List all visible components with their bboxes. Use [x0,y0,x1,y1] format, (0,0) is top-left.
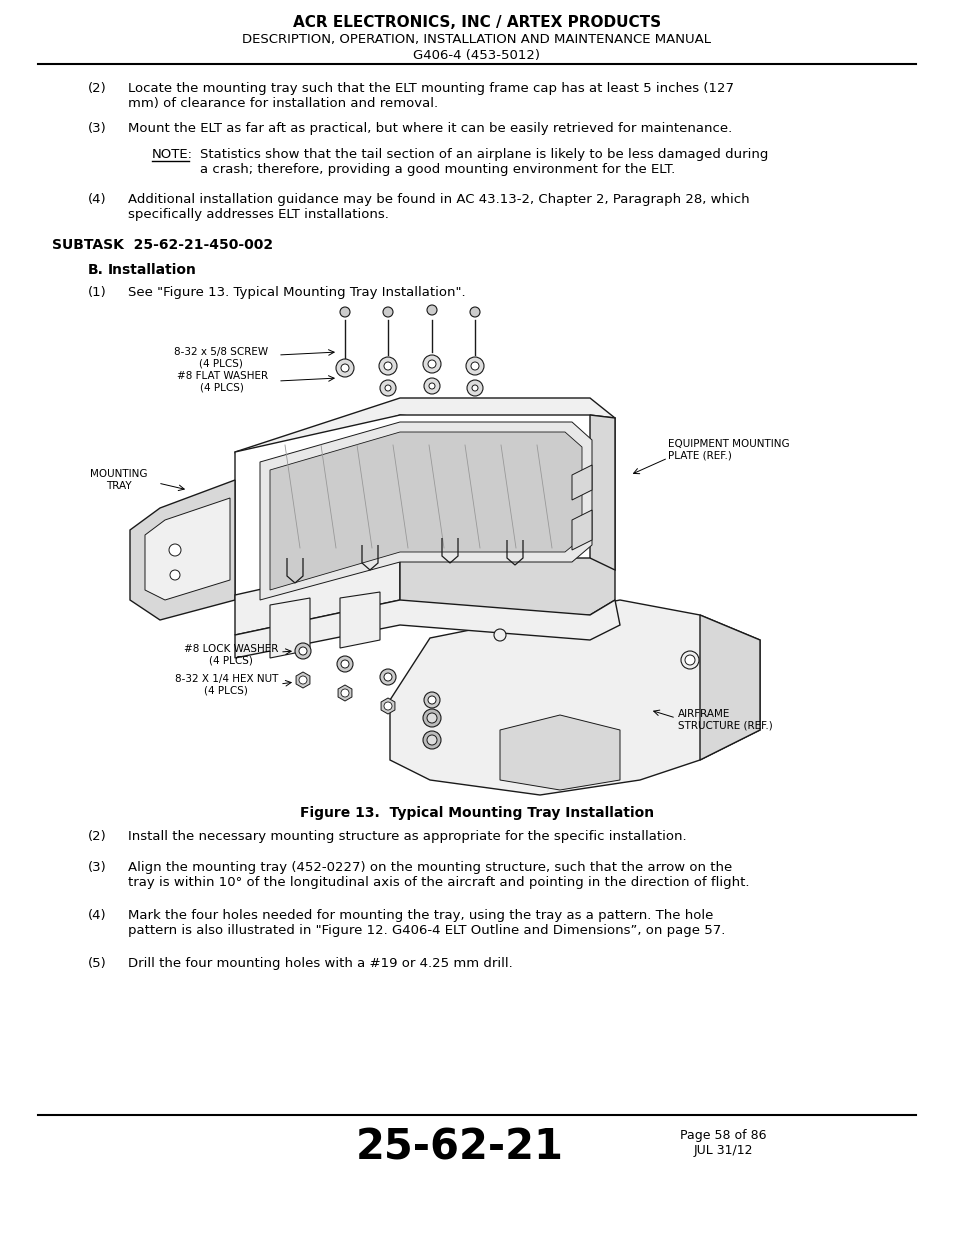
Text: #8 LOCK WASHER
(4 PLCS): #8 LOCK WASHER (4 PLCS) [183,645,277,666]
Circle shape [339,308,350,317]
Text: SUBTASK  25-62-21-450-002: SUBTASK 25-62-21-450-002 [52,238,273,252]
Polygon shape [295,672,310,688]
Circle shape [384,673,392,680]
Polygon shape [572,510,592,550]
Circle shape [684,655,695,664]
Text: (3): (3) [88,122,107,135]
Text: Mount the ELT as far aft as practical, but where it can be easily retrieved for : Mount the ELT as far aft as practical, b… [128,122,732,135]
Text: (4): (4) [88,193,107,206]
Text: Additional installation guidance may be found in AC 43.13-2, Chapter 2, Paragrap: Additional installation guidance may be … [128,193,749,221]
Polygon shape [572,466,592,500]
Polygon shape [270,432,581,590]
Circle shape [379,669,395,685]
Text: Drill the four mounting holes with a #19 or 4.25 mm drill.: Drill the four mounting holes with a #19… [128,957,512,969]
Text: (2): (2) [88,830,107,844]
Circle shape [336,656,353,672]
Circle shape [422,731,440,748]
Circle shape [340,364,349,372]
Text: 25-62-21: 25-62-21 [355,1128,563,1170]
Circle shape [170,571,180,580]
Polygon shape [234,415,615,600]
Circle shape [427,713,436,722]
Circle shape [471,362,478,370]
Text: Statistics show that the tail section of an airplane is likely to be less damage: Statistics show that the tail section of… [200,148,767,177]
Circle shape [472,385,477,391]
Circle shape [384,362,392,370]
Polygon shape [499,715,619,790]
Text: Install the necessary mounting structure as appropriate for the specific install: Install the necessary mounting structure… [128,830,686,844]
Polygon shape [589,415,615,600]
Circle shape [298,676,307,684]
Text: 8-32 x 5/8 SCREW
(4 PLCS): 8-32 x 5/8 SCREW (4 PLCS) [173,347,268,369]
Circle shape [427,305,436,315]
Circle shape [428,359,436,368]
Polygon shape [130,480,234,620]
Polygon shape [700,615,760,760]
Circle shape [422,354,440,373]
Circle shape [680,651,699,669]
Text: (4): (4) [88,909,107,923]
Circle shape [428,697,436,704]
Circle shape [423,692,439,708]
Polygon shape [270,598,310,658]
Circle shape [294,643,311,659]
Circle shape [384,701,392,710]
Circle shape [379,380,395,396]
Circle shape [298,647,307,655]
Text: Align the mounting tray (452-0227) on the mounting structure, such that the arro: Align the mounting tray (452-0227) on th… [128,861,749,889]
Text: (2): (2) [88,82,107,95]
Circle shape [169,543,181,556]
Text: DESCRIPTION, OPERATION, INSTALLATION AND MAINTENANCE MANUAL: DESCRIPTION, OPERATION, INSTALLATION AND… [242,33,711,46]
Polygon shape [145,498,230,600]
Text: AIRFRAME
STRUCTURE (REF.): AIRFRAME STRUCTURE (REF.) [678,709,772,731]
Polygon shape [337,685,352,701]
Circle shape [382,308,393,317]
Text: Locate the mounting tray such that the ELT mounting frame cap has at least 5 inc: Locate the mounting tray such that the E… [128,82,733,110]
Polygon shape [234,558,399,635]
Polygon shape [260,422,592,600]
Circle shape [467,380,482,396]
Text: ACR ELECTRONICS, INC / ARTEX PRODUCTS: ACR ELECTRONICS, INC / ARTEX PRODUCTS [293,15,660,30]
Circle shape [494,629,505,641]
Circle shape [340,659,349,668]
Circle shape [429,383,435,389]
Text: Page 58 of 86
JUL 31/12: Page 58 of 86 JUL 31/12 [679,1129,765,1157]
Text: (3): (3) [88,861,107,874]
Polygon shape [339,592,379,648]
Text: MOUNTING
TRAY: MOUNTING TRAY [91,469,148,490]
Text: Figure 13.  Typical Mounting Tray Installation: Figure 13. Typical Mounting Tray Install… [299,806,654,820]
Text: (5): (5) [88,957,107,969]
Text: G406-4 (453-5012): G406-4 (453-5012) [413,49,540,62]
Circle shape [470,308,479,317]
Text: See "Figure 13. Typical Mounting Tray Installation".: See "Figure 13. Typical Mounting Tray In… [128,287,465,299]
Text: NOTE:: NOTE: [152,148,193,161]
Polygon shape [380,698,395,714]
Text: #8 FLAT WASHER
(4 PLCS): #8 FLAT WASHER (4 PLCS) [176,372,268,393]
Circle shape [385,385,391,391]
Text: B.: B. [88,263,104,277]
Circle shape [423,378,439,394]
Text: EQUIPMENT MOUNTING
PLATE (REF.): EQUIPMENT MOUNTING PLATE (REF.) [667,440,789,461]
Circle shape [465,357,483,375]
Polygon shape [399,558,615,615]
Circle shape [340,689,349,697]
Text: Mark the four holes needed for mounting the tray, using the tray as a pattern. T: Mark the four holes needed for mounting … [128,909,724,937]
Polygon shape [234,600,619,658]
Polygon shape [234,398,615,468]
Circle shape [378,357,396,375]
Circle shape [427,735,436,745]
Circle shape [335,359,354,377]
Text: (1): (1) [88,287,107,299]
Polygon shape [390,600,760,795]
Circle shape [422,709,440,727]
Text: Installation: Installation [108,263,196,277]
Text: 8-32 X 1/4 HEX NUT
(4 PLCS): 8-32 X 1/4 HEX NUT (4 PLCS) [174,674,277,695]
